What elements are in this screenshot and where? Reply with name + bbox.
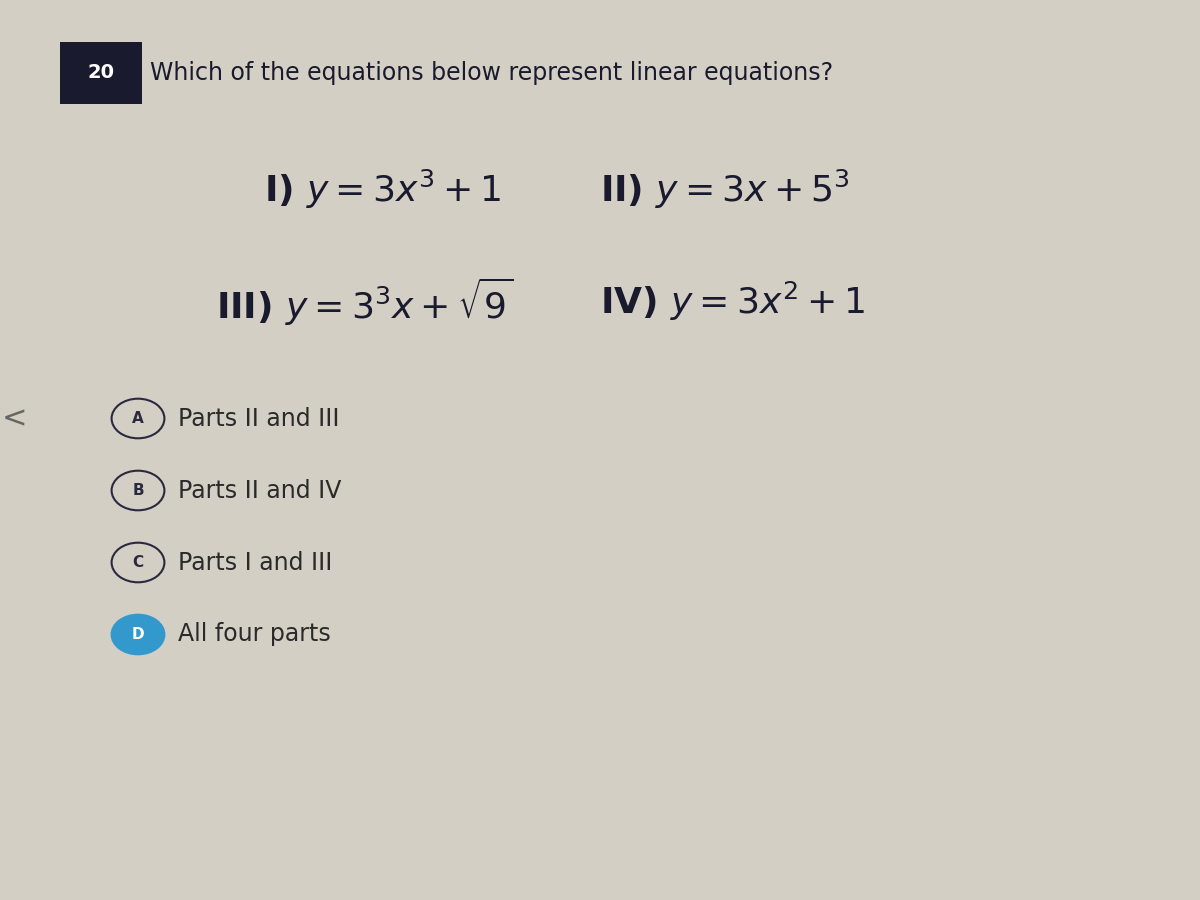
Text: IV) $y = 3x^2 + 1$: IV) $y = 3x^2 + 1$ [600,280,865,323]
Text: B: B [132,483,144,498]
Text: <: < [1,404,28,433]
Text: Parts II and III: Parts II and III [178,407,340,430]
Text: All four parts: All four parts [178,623,330,646]
Text: A: A [132,411,144,426]
Text: 20: 20 [88,63,114,83]
Text: Parts II and IV: Parts II and IV [178,479,341,502]
Text: II) $y = 3x + 5^3$: II) $y = 3x + 5^3$ [600,167,850,211]
Text: Parts I and III: Parts I and III [178,551,332,574]
Text: C: C [132,555,144,570]
Text: D: D [132,627,144,642]
Text: III) $y = 3^3x + \sqrt{9}$: III) $y = 3^3x + \sqrt{9}$ [216,275,514,328]
Text: Which of the equations below represent linear equations?: Which of the equations below represent l… [150,61,833,85]
Text: I) $y = 3x^3 + 1$: I) $y = 3x^3 + 1$ [264,167,502,211]
FancyBboxPatch shape [60,42,142,104]
Circle shape [112,615,164,654]
